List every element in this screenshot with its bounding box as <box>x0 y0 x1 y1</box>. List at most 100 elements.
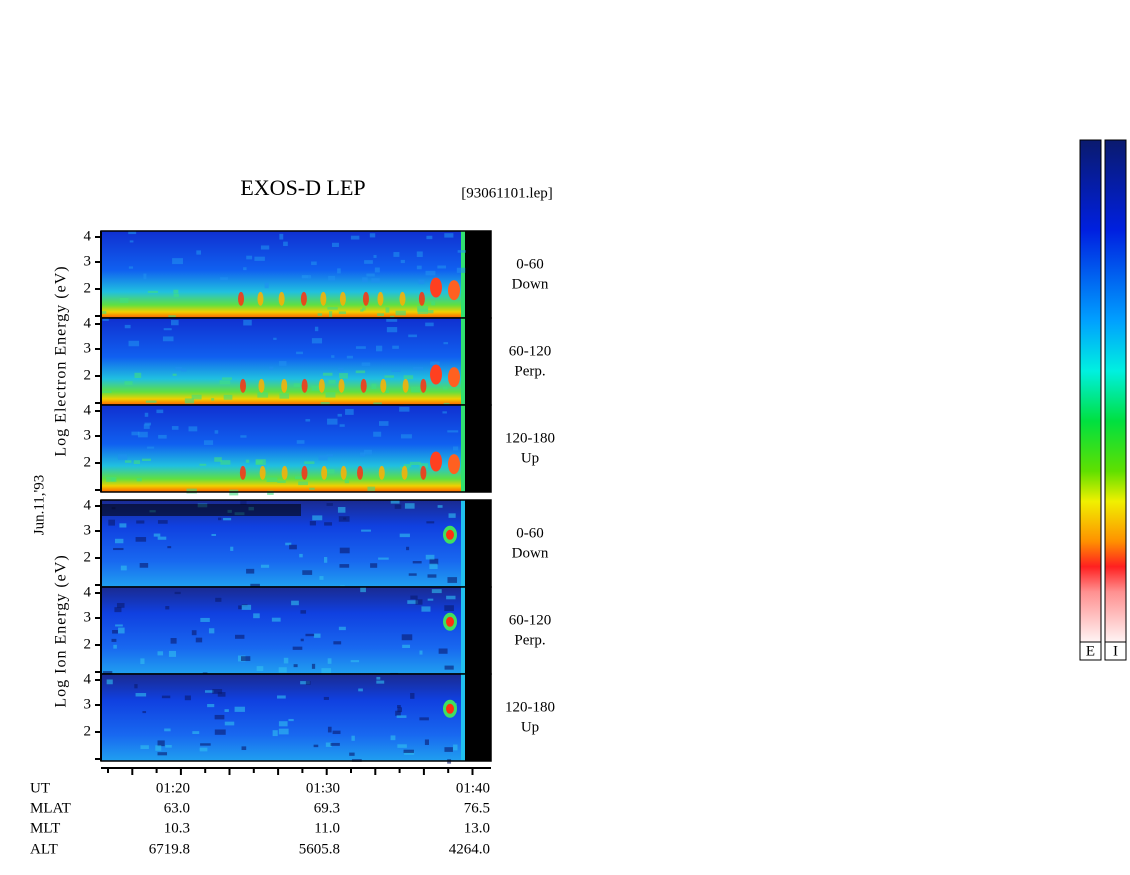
texture <box>366 273 375 277</box>
time-axis-value: 6719.8 <box>149 841 190 857</box>
texture <box>106 679 113 685</box>
texture <box>288 718 294 722</box>
texture <box>278 361 287 366</box>
burst <box>420 378 427 393</box>
ion-axis-label: Log Ion Energy (eV) <box>53 554 70 707</box>
texture <box>337 413 342 417</box>
texture <box>351 735 355 741</box>
texture <box>212 689 223 694</box>
texture <box>234 706 245 712</box>
y-tick-label: 4 <box>84 671 92 687</box>
burst <box>259 465 266 480</box>
texture <box>369 233 376 238</box>
texture <box>361 529 371 532</box>
texture <box>425 270 436 276</box>
texture <box>143 424 150 429</box>
burst <box>448 454 460 475</box>
texture <box>337 367 344 372</box>
texture <box>279 233 284 240</box>
texture <box>147 290 158 293</box>
texture <box>431 589 442 594</box>
burst <box>278 291 285 306</box>
direction-label: Down <box>512 545 549 561</box>
texture <box>214 714 225 720</box>
texture <box>438 648 448 654</box>
texture <box>378 421 389 426</box>
edge-strip <box>461 587 465 674</box>
texture <box>224 721 235 726</box>
texture <box>337 507 346 513</box>
texture <box>430 361 440 366</box>
time-axis-value: 13.0 <box>464 820 490 836</box>
texture <box>191 630 197 636</box>
y-tick-label: 3 <box>84 427 92 443</box>
texture <box>267 490 274 495</box>
texture <box>144 412 149 417</box>
texture <box>196 250 201 255</box>
texture <box>409 461 421 466</box>
file-name: [93061101.lep] <box>461 185 553 201</box>
texture <box>457 250 466 253</box>
y-tick-label: 2 <box>84 636 92 652</box>
texture <box>385 307 390 313</box>
texture <box>343 517 347 520</box>
burst <box>430 451 442 472</box>
y-tick-label: 3 <box>84 340 92 356</box>
texture <box>116 602 125 608</box>
texture <box>339 373 348 379</box>
texture <box>447 577 458 583</box>
texture <box>323 557 328 563</box>
time-axis-row-label: MLT <box>30 820 60 836</box>
texture <box>305 419 311 422</box>
texture <box>391 369 401 372</box>
texture <box>415 599 423 605</box>
texture <box>200 617 210 622</box>
texture <box>186 488 197 494</box>
texture <box>111 638 117 642</box>
texture <box>245 459 250 463</box>
texture <box>170 638 177 644</box>
texture <box>181 368 187 372</box>
texture <box>173 293 179 297</box>
texture <box>271 617 281 622</box>
texture <box>311 338 323 344</box>
direction-label: Perp. <box>514 632 545 648</box>
burst <box>318 378 325 393</box>
texture <box>124 324 131 329</box>
texture <box>172 258 183 265</box>
texture <box>260 245 270 250</box>
texture <box>339 547 350 554</box>
y-tick-label: 2 <box>84 454 92 470</box>
texture <box>358 688 363 692</box>
angle-label: 60-120 <box>509 343 552 359</box>
burst <box>446 616 454 627</box>
colorbar <box>1104 139 1127 643</box>
texture <box>393 252 400 257</box>
texture <box>134 684 138 689</box>
texture <box>350 660 360 663</box>
direction-label: Down <box>512 276 549 292</box>
texture <box>345 408 354 415</box>
texture <box>135 537 147 542</box>
texture <box>364 260 373 264</box>
burst <box>360 378 367 393</box>
texture <box>426 521 435 524</box>
texture <box>211 533 217 536</box>
texture <box>349 752 355 756</box>
texture <box>362 307 366 311</box>
burst <box>430 277 442 298</box>
texture <box>141 458 151 462</box>
texture <box>323 696 329 700</box>
burst <box>448 280 460 301</box>
texture <box>255 459 266 465</box>
texture <box>424 739 429 745</box>
texture <box>199 463 207 466</box>
texture <box>184 695 191 701</box>
y-tick-label: 4 <box>84 228 92 244</box>
texture <box>203 440 214 445</box>
burst <box>401 465 408 480</box>
texture <box>204 690 214 693</box>
texture <box>324 522 333 526</box>
texture <box>113 547 124 551</box>
texture <box>429 558 439 565</box>
